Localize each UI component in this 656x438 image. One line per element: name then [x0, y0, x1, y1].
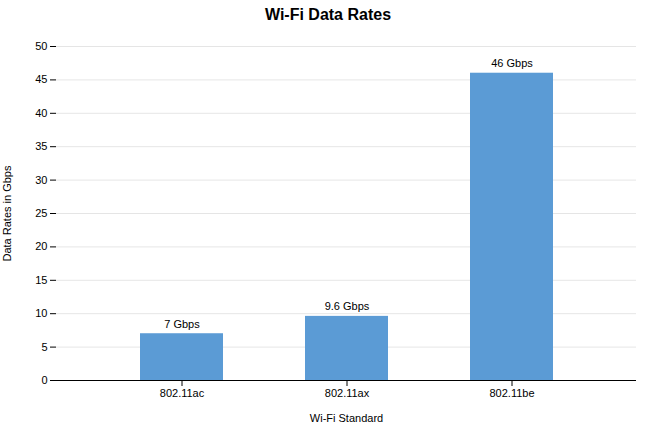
svg-text:802.11ax: 802.11ax [325, 387, 370, 399]
svg-text:20: 20 [35, 240, 47, 252]
svg-text:25: 25 [35, 207, 47, 219]
svg-text:35: 35 [35, 140, 47, 152]
html-text:Wi-Fi Data Rates: Wi-Fi Data Rates [264, 6, 391, 23]
svg-text:802.11be: 802.11be [489, 387, 534, 399]
svg-text:10: 10 [35, 307, 47, 319]
svg-text:0: 0 [41, 374, 47, 386]
svg-text:5: 5 [41, 341, 47, 353]
svg-text:9.6 Gbps: 9.6 Gbps [325, 300, 370, 312]
svg-text:46 Gbps: 46 Gbps [491, 57, 533, 69]
svg-text:Wi-Fi Standard: Wi-Fi Standard [310, 412, 383, 424]
svg-text:45: 45 [35, 73, 47, 85]
svg-text:30: 30 [35, 174, 47, 186]
svg-text:7 Gbps: 7 Gbps [164, 318, 200, 330]
svg-text:40: 40 [35, 107, 47, 119]
svg-text:802.11ac: 802.11ac [160, 387, 205, 399]
svg-text:50: 50 [35, 40, 47, 52]
svg-text:Data Rates in Gbps: Data Rates in Gbps [1, 165, 13, 261]
svg-text:15: 15 [35, 274, 47, 286]
